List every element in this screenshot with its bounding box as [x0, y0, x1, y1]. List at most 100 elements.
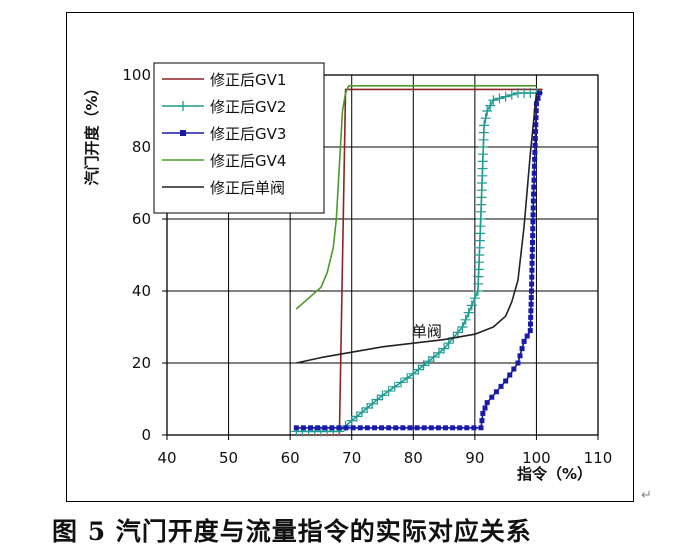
series-marker-2	[488, 95, 499, 106]
y-tick-label: 100	[122, 66, 151, 84]
series-marker-3	[529, 288, 535, 294]
series-marker-3	[414, 425, 420, 431]
series-marker-3	[493, 389, 499, 395]
series-marker-3	[498, 383, 504, 389]
y-tick-label: 60	[132, 210, 151, 228]
series-marker-3	[533, 108, 539, 114]
series-marker-3	[530, 233, 536, 239]
series-marker-3	[484, 400, 490, 406]
series-marker-3	[532, 142, 538, 148]
series-marker-2	[485, 100, 496, 111]
series-marker-2	[479, 120, 490, 131]
series-marker-3	[529, 260, 535, 266]
series-marker-3	[537, 90, 543, 96]
series-marker-3	[336, 425, 342, 431]
legend-box	[153, 62, 325, 214]
series-marker-3	[532, 156, 538, 162]
series-marker-3	[457, 425, 463, 431]
series-marker-2	[500, 91, 511, 102]
x-tick-label: 90	[465, 449, 484, 467]
series-marker-3	[407, 425, 413, 431]
series-marker-3	[450, 425, 456, 431]
series-marker-3	[315, 425, 321, 431]
series-marker-2	[469, 293, 480, 304]
legend-label-1: 修正后GV1	[210, 71, 286, 89]
y-tick-label: 20	[132, 354, 151, 372]
y-tick-label: 0	[141, 426, 151, 444]
y-tick-label: 40	[132, 282, 151, 300]
series-marker-3	[350, 425, 356, 431]
series-line-4	[295, 85, 537, 310]
series-marker-3	[428, 425, 434, 431]
legend-label-4: 修正后GV4	[210, 152, 286, 170]
series-marker-3	[489, 394, 495, 400]
series-marker-2	[402, 373, 413, 384]
series-marker-2	[480, 113, 491, 124]
series-marker-3	[531, 163, 537, 169]
series-marker-2	[457, 322, 468, 332]
series-marker-3	[527, 328, 533, 334]
series-marker-3	[533, 115, 539, 121]
series-marker-3	[482, 405, 488, 411]
series-marker-3	[528, 301, 534, 307]
series-marker-3	[530, 198, 536, 204]
series-marker-3	[528, 308, 534, 314]
figure-caption: 图 5 汽门开度与流量指令的实际对应关系	[52, 517, 532, 546]
x-tick-label: 80	[404, 449, 423, 467]
series-marker-3	[530, 205, 536, 211]
x-tick-label: 50	[219, 449, 238, 467]
series-marker-3	[533, 122, 539, 128]
series-marker-2	[463, 307, 474, 318]
series-marker-3	[521, 338, 527, 344]
series-marker-3	[471, 425, 477, 431]
series-marker-2	[413, 364, 424, 375]
annotation-label: 单阀	[412, 323, 442, 341]
series-marker-2	[367, 398, 378, 409]
series-marker-3	[530, 219, 536, 225]
series-marker-3	[364, 425, 370, 431]
plot-area-border	[166, 74, 599, 436]
series-marker-2	[418, 360, 429, 371]
series-marker-3	[464, 425, 470, 431]
series-marker-3	[531, 184, 537, 190]
series-marker-3	[533, 101, 539, 107]
series-marker-3	[527, 321, 533, 327]
legend-label-3: 修正后GV3	[210, 125, 286, 143]
series-marker-2	[460, 314, 471, 325]
series-marker-3	[308, 425, 314, 431]
series-marker-2	[443, 338, 454, 349]
x-tick-label: 60	[281, 449, 300, 467]
y-axis-label: 汽门开度（%）	[83, 80, 101, 185]
x-tick-label: 70	[342, 449, 361, 467]
chart-svg: 40 50 60 70 80 90 100 110020406080100指令（%）汽门开度（…	[83, 62, 612, 483]
legend-marker-3	[180, 130, 186, 136]
chart-frame: 40 50 60 70 80 90 100 110 0 20 40 60 80 100 指令（%） 汽门开度（…	[66, 12, 634, 502]
series-marker-3	[535, 95, 541, 101]
series-marker-3	[531, 177, 537, 183]
series-marker-3	[503, 378, 509, 384]
series-marker-3	[529, 267, 535, 273]
series-marker-2	[383, 386, 394, 397]
y-tick-label: 80	[132, 138, 151, 156]
series-marker-3	[343, 425, 349, 431]
series-marker-3	[322, 425, 328, 431]
series-marker-3	[435, 425, 441, 431]
series-marker-3	[300, 425, 306, 431]
series-marker-3	[530, 212, 536, 218]
series-marker-3	[480, 410, 486, 416]
series-marker-3	[517, 353, 523, 359]
series-marker-2	[362, 403, 373, 413]
x-tick-label: 40	[157, 449, 176, 467]
series-marker-2	[428, 352, 439, 362]
series-line-5	[296, 92, 538, 364]
series-marker-3	[529, 281, 535, 287]
series-marker-3	[515, 360, 521, 366]
series-marker-3	[528, 314, 534, 320]
series-marker-2	[466, 300, 477, 311]
series-marker-3	[293, 425, 299, 431]
series-marker-3	[529, 253, 535, 259]
series-marker-2	[433, 347, 444, 358]
legend-marker-2	[178, 101, 188, 111]
series-marker-3	[519, 346, 525, 352]
series-marker-3	[442, 425, 448, 431]
